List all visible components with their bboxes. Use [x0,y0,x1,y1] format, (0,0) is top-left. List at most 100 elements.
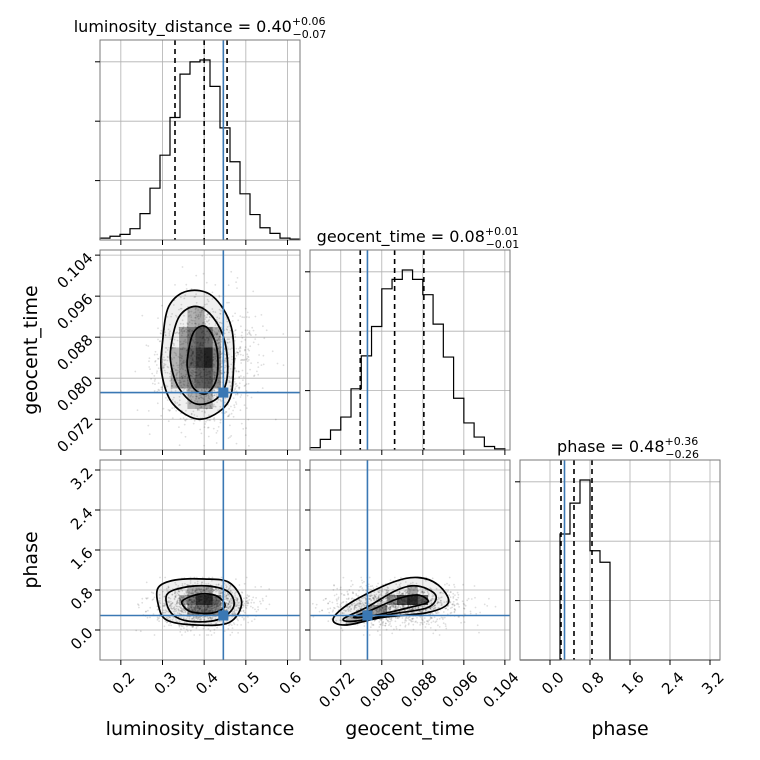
sample-point [219,312,222,315]
sample-point [235,578,237,580]
sample-point [188,389,191,392]
scatter-panel-geocent-time-vs-phase [305,459,511,665]
sample-point [453,604,456,607]
sample-point [244,348,246,351]
sample-point [207,426,210,429]
sample-point [261,387,264,389]
sample-point [179,354,182,357]
sample-point [180,375,183,378]
sample-point [213,417,216,419]
sample-point [204,411,206,414]
sample-point [218,330,220,333]
x-tick-label: 0.8 [578,668,608,698]
sample-point [219,376,222,379]
sample-point [437,611,440,614]
sample-point [208,316,211,318]
sample-point [162,407,165,410]
sample-point [158,620,161,623]
sample-point [445,627,448,630]
sample-point [248,331,250,334]
sample-point [454,594,456,596]
sample-point [494,605,497,608]
sample-point [248,595,251,597]
sample-point [182,342,185,345]
sample-point [379,623,382,626]
y-axis-label: phase [20,531,42,588]
sample-point [190,371,193,374]
sample-point [214,332,217,335]
sample-point [223,412,226,415]
sample-point [176,364,179,367]
sample-point [134,370,137,373]
sample-point [240,375,242,377]
sample-point [265,329,268,332]
sample-point [342,576,345,579]
sample-point [378,621,381,623]
sample-point [149,616,151,619]
x-tick-label: 0.0 [538,668,568,698]
sample-point [180,328,183,331]
sample-point [248,445,250,447]
sample-point [384,624,387,627]
sample-point [189,375,192,377]
histogram-panel-luminosity-distance: luminosity_distance = 0.40+0.06 −0.07 [74,15,326,245]
truth-marker [218,387,229,398]
sample-point [213,333,216,336]
sample-point [198,397,201,400]
sample-point [207,628,210,630]
sample-point [457,596,460,599]
sample-point [184,294,187,296]
sample-point [444,625,447,627]
sample-point [450,611,453,614]
sample-point [474,596,476,599]
sample-point [194,381,196,384]
sample-point [227,284,230,287]
x-tick-label: 0.072 [315,668,358,711]
sample-point [362,589,364,592]
sample-point [189,629,192,632]
sample-point [162,365,165,368]
sample-point [175,373,178,376]
x-tick-label: 0.096 [438,668,481,711]
sample-point [202,272,205,275]
sample-point [327,608,329,610]
sample-point [239,346,241,349]
sample-point [420,621,423,624]
sample-point [235,442,238,445]
sample-point [246,372,249,375]
sample-point [212,353,215,355]
sample-point [385,622,387,625]
sample-point [187,394,190,396]
sample-point [217,409,220,412]
sample-point [205,407,208,410]
sample-point [262,599,264,602]
sample-point [175,372,178,375]
sample-point [204,390,206,393]
sample-point [242,354,245,357]
sample-point [157,357,160,360]
sample-point [203,398,205,401]
sample-point [178,426,180,428]
sample-point [453,583,455,586]
sample-point [253,618,256,621]
sample-point [182,368,184,370]
sample-point [187,388,190,391]
sample-point [247,382,250,385]
sample-point [369,626,372,629]
sample-point [206,419,209,422]
sample-point [248,598,251,601]
x-tick-label: 0.104 [479,668,522,711]
sample-point [208,395,210,398]
sample-point [185,331,188,333]
sample-point [213,419,216,422]
sample-point [404,625,407,628]
panel-border [99,39,301,241]
sample-point [340,592,343,595]
sample-point [206,303,208,305]
sample-point [216,333,219,335]
sample-point [172,304,175,306]
sample-point [226,346,229,348]
sample-point [184,419,186,421]
sample-point [181,634,183,636]
sample-point [407,623,410,626]
